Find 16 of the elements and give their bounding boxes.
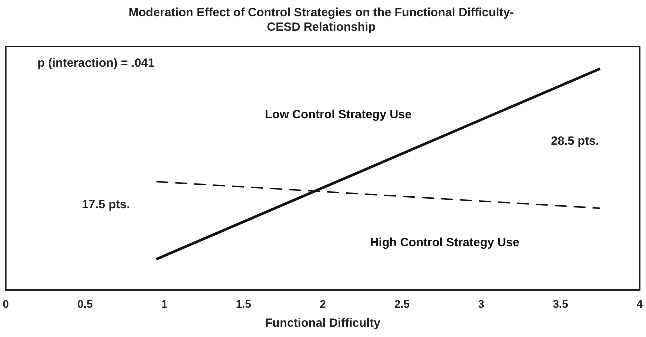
x-tick-label: 2 bbox=[320, 299, 326, 312]
annotation: p (interaction) = .041 bbox=[38, 56, 156, 70]
annotation: 28.5 pts. bbox=[551, 134, 600, 148]
x-tick-label: 3.5 bbox=[553, 299, 568, 312]
x-tick-label: 3 bbox=[478, 299, 485, 312]
text: High Control Strategy Use bbox=[370, 235, 520, 250]
x-tick-label: 4 bbox=[636, 299, 644, 312]
text: Low Control Strategy Use bbox=[265, 108, 412, 122]
x-tick-label: 1 bbox=[161, 299, 168, 312]
x-axis-title: Functional Difficulty bbox=[265, 316, 381, 330]
x-tick-label: 1.5 bbox=[236, 299, 252, 312]
x-tick-label: 0 bbox=[2, 299, 10, 312]
chart-title: Moderation Effect of Control Strategies on the Functional Difficulty-CESD Relationship bbox=[128, 6, 514, 34]
annotation: 17.5 pts. bbox=[82, 197, 130, 212]
x-tick-label: 2.5 bbox=[394, 299, 410, 312]
x-tick-label: 0.5 bbox=[78, 299, 93, 312]
